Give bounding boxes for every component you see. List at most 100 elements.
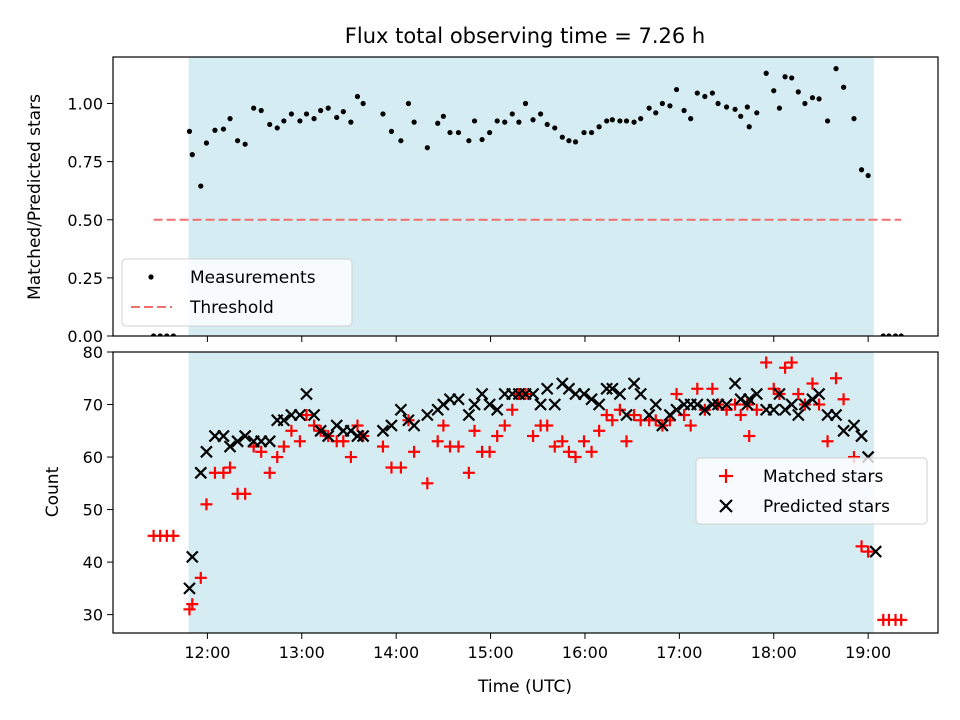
predicted-point-75 [742,392,756,406]
matched-point-34 [421,477,434,490]
measurement-point-74 [715,100,721,107]
measurement-point-48 [530,117,536,123]
measurement-point-14 [258,107,264,114]
measurement-point-91 [833,66,839,72]
matched-point-92 [837,393,850,406]
predicted-point-46 [540,382,554,396]
predicted-point-38 [483,398,496,411]
predicted-point-39 [490,403,504,417]
legend-marker-matched [719,469,733,483]
matched-point-20 [300,409,313,422]
measurement-point-94 [858,167,865,173]
measurement-point-39 [466,138,472,144]
predicted-point-87 [829,408,843,422]
predicted-point-35 [462,408,476,422]
measurement-point-78 [744,104,750,110]
matched-stars-points [147,356,908,626]
matched-point-19 [293,435,306,448]
measurement-point-6 [198,183,204,189]
measurement-point-57 [596,124,602,130]
measurement-point-99 [898,333,904,336]
legend-marker-measurements [148,274,154,280]
predicted-point-25 [376,424,390,438]
predicted-point-23 [351,429,364,443]
measurement-point-92 [841,84,847,90]
measurement-point-46 [516,119,522,125]
matched-point-59 [606,414,619,427]
bottom-y-tick-label-3: 60 [83,448,103,467]
x-tick-label-6: 18:00 [751,643,797,662]
measurement-point-10 [227,116,233,122]
measurement-point-42 [487,129,493,136]
predicted-point-44 [526,387,540,401]
matched-point-86 [792,388,805,401]
bottom-axes-frame [112,351,939,634]
measurement-point-5 [189,152,195,158]
measurement-point-65 [653,110,659,116]
predicted-point-55 [606,382,619,396]
matched-point-5 [186,598,199,611]
predicted-point-62 [656,419,669,432]
measurement-point-79 [746,124,752,130]
measurement-point-21 [311,116,317,122]
bottom-y-tick-label-5: 80 [83,343,103,362]
matched-point-25 [337,435,350,448]
measurement-point-40 [471,118,478,124]
predicted-point-8 [238,429,252,443]
predicted-point-47 [548,398,562,411]
measurement-point-53 [566,138,572,144]
measurement-point-63 [638,116,644,122]
matched-point-94 [855,540,868,553]
measurement-point-27 [354,93,361,100]
measurement-point-77 [738,113,744,119]
matched-point-16 [271,451,284,464]
measurement-point-61 [623,118,630,124]
predicted-point-92 [869,545,882,558]
matched-point-52 [556,435,569,448]
measurement-point-12 [242,141,248,147]
matched-point-73 [706,382,719,395]
matched-point-54 [569,451,582,464]
predicted-point-64 [670,403,683,417]
measurement-point-98 [892,333,899,336]
measurement-point-85 [789,75,795,81]
measurement-point-89 [816,96,822,102]
x-tick-label-5: 17:00 [656,643,702,662]
matched-point-9 [217,466,230,479]
predicted-point-60 [642,408,656,422]
measurement-point-56 [588,129,595,136]
measurement-point-31 [398,138,404,144]
matched-point-43 [491,430,504,443]
predicted-point-6 [223,440,237,453]
x-tick-label-3: 15:00 [468,643,514,662]
measurement-point-54 [572,139,579,145]
predicted-point-29 [407,419,421,432]
measurement-point-76 [732,106,738,112]
measurement-point-25 [340,109,346,115]
measurement-point-18 [288,111,295,117]
matched-point-89 [813,398,826,411]
predicted-point-37 [475,387,489,401]
top-legend: Measurements Threshold [121,258,353,327]
predicted-point-34 [452,392,465,406]
measurement-point-44 [502,119,508,125]
predicted-point-67 [691,398,704,411]
predicted-point-53 [592,398,606,411]
predicted-point-3 [200,445,213,459]
measurement-point-86 [795,89,801,95]
predicted-point-54 [600,382,613,396]
matched-point-77 [734,409,747,422]
bottom-y-ticks: 30 40 50 60 70 80 [83,343,113,625]
x-tick-label-2: 14:00 [373,643,419,662]
measurement-point-81 [763,70,769,76]
measurement-point-66 [659,100,665,107]
matched-point-14 [255,445,268,458]
predicted-point-17 [307,408,321,422]
matched-point-60 [613,403,626,416]
bottom-x-ticks: 12:00 13:00 14:00 15:00 16:00 17:00 18:00 19:00 [184,633,891,662]
matched-point-3 [167,529,180,542]
measurement-point-36 [440,113,446,119]
measurement-point-60 [617,118,623,124]
measurement-point-88 [809,95,816,101]
